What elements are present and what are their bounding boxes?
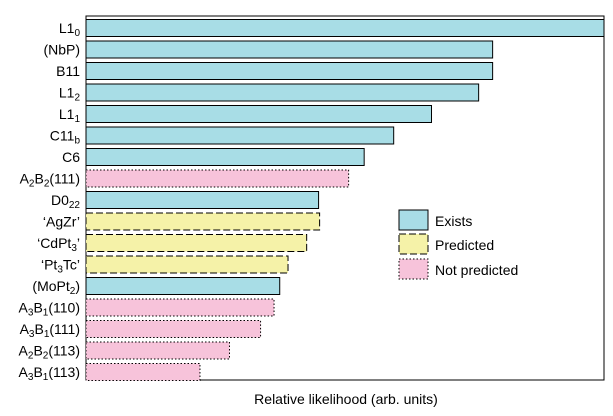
category-label-3: L12 — [59, 85, 81, 104]
legend-swatch-not-predicted — [398, 258, 429, 280]
category-labels-group: L10 (NbP) B11 L12 L11 C11b C6 A2B2(111) D022 ‘AgZ… — [19, 20, 81, 383]
bar-5 — [85, 126, 395, 145]
category-label-12: (MoPt2) — [32, 278, 80, 297]
legend-label-not-predicted: Not predicted — [435, 262, 518, 278]
legend-swatch-predicted — [398, 233, 429, 255]
bar-10 — [85, 234, 308, 252]
bar-2 — [85, 62, 494, 80]
legend-swatch-exists — [398, 209, 429, 231]
bar-11 — [85, 255, 289, 274]
category-label-5: C11b — [50, 128, 81, 147]
category-label-15: A2B2(113) — [19, 343, 80, 362]
category-label-2: B11 — [56, 63, 80, 79]
legend: Exists Predicted Not predicted — [398, 209, 518, 280]
bar-6 — [85, 148, 365, 166]
bar-13 — [85, 298, 275, 317]
legend-label-predicted: Predicted — [435, 237, 494, 253]
category-label-8: D022 — [51, 192, 80, 211]
legend-label-exists: Exists — [435, 213, 472, 229]
category-label-16: A3B1(113) — [19, 364, 80, 383]
bar-15 — [85, 341, 230, 360]
bar-14 — [85, 320, 262, 338]
bar-0 — [85, 19, 605, 37]
bar-4 — [85, 105, 433, 123]
bar-8 — [85, 191, 320, 209]
bar-1 — [85, 40, 494, 59]
category-label-0: L10 — [59, 20, 81, 39]
category-label-1: (NbP) — [43, 42, 80, 58]
category-label-6: C6 — [62, 149, 80, 165]
bar-3 — [85, 83, 480, 102]
category-label-10: ‘CdPt3’ — [37, 235, 80, 254]
category-label-9: ‘AgZr’ — [43, 214, 80, 230]
bar-9 — [85, 212, 321, 231]
bars-group — [85, 19, 605, 381]
category-label-4: L11 — [59, 106, 81, 125]
bar-16 — [85, 363, 201, 381]
bar-12 — [85, 277, 281, 295]
category-label-7: A2B2(111) — [20, 171, 80, 190]
category-label-14: A3B1(111) — [20, 321, 80, 340]
x-axis-label: Relative likelihood (arb. units) — [254, 391, 438, 407]
bar-7 — [85, 169, 350, 188]
category-label-11: ‘Pt3Tc’ — [41, 257, 80, 276]
category-label-13: A3B1(110) — [19, 300, 80, 319]
